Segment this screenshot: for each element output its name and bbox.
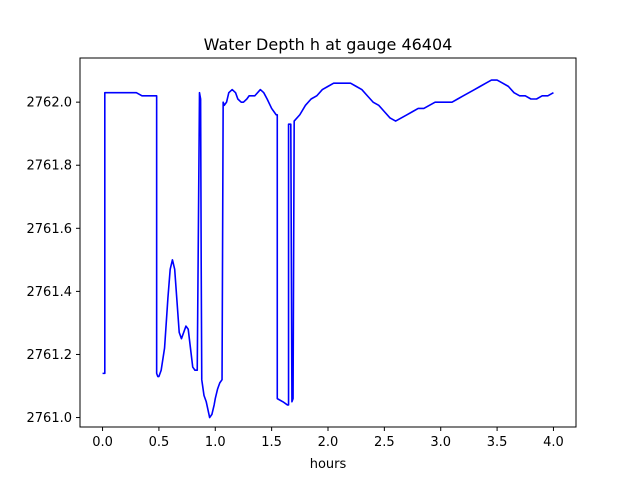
x-tick-label: 1.5: [261, 435, 282, 450]
y-tick-label: 2762.0: [27, 96, 73, 111]
y-tick-label: 2761.2: [27, 348, 73, 363]
x-tick-label: 0.0: [92, 435, 113, 450]
x-tick-label: 2.0: [318, 435, 339, 450]
chart-title: Water Depth h at gauge 46404: [204, 35, 453, 54]
x-tick-label: 1.0: [205, 435, 226, 450]
y-tick-label: 2761.0: [27, 411, 73, 426]
x-tick-label: 2.5: [374, 435, 395, 450]
x-tick-label: 0.5: [149, 435, 170, 450]
plot-area: [102, 79, 554, 419]
x-tick-label: 3.5: [487, 435, 508, 450]
y-tick-label: 2761.4: [27, 285, 73, 300]
x-tick-label: 3.0: [430, 435, 451, 450]
y-tick-label: 2761.8: [27, 159, 73, 174]
x-tick-label: 4.0: [543, 435, 564, 450]
y-tick-label: 2761.6: [27, 222, 73, 237]
x-axis-ticks: 0.0 0.5 1.0 1.5 2.0 2.5 3.0 3.5 4.0: [92, 427, 564, 450]
axes-frame: [79, 57, 577, 428]
y-axis-ticks: 2761.0 2761.2 2761.4 2761.6 2761.8 2762.0: [27, 96, 80, 426]
series-line: [102, 79, 554, 419]
x-axis-label: hours: [310, 457, 347, 472]
